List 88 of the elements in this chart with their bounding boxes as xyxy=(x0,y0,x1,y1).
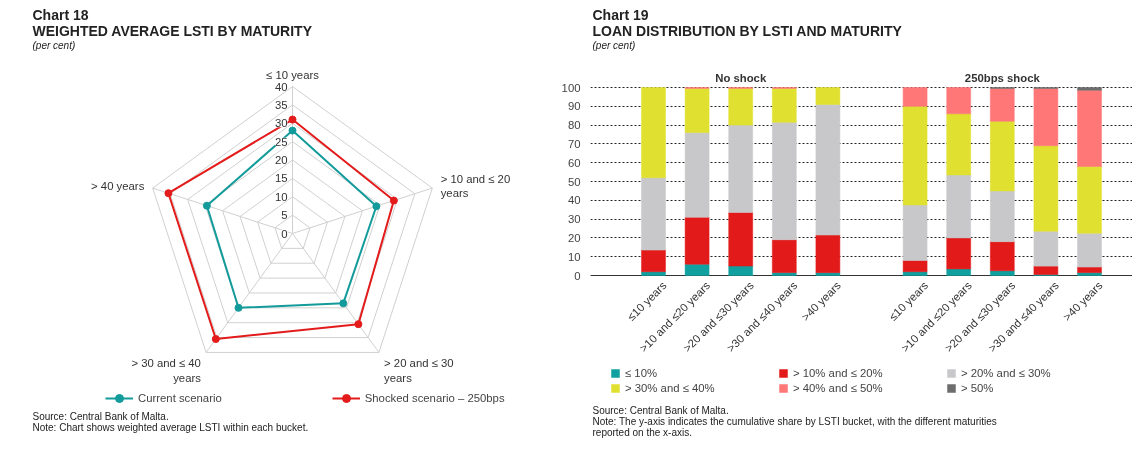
bar xyxy=(902,87,928,107)
y-tick-label: 80 xyxy=(567,119,581,132)
bar xyxy=(990,241,1015,272)
spoke-label: ≤ 10 years xyxy=(266,68,320,81)
y-tick-label: 10 xyxy=(274,190,288,203)
source-note: Source: Central Bank of Malta. xyxy=(592,404,729,416)
y-tick-label: 50 xyxy=(567,175,581,188)
bar xyxy=(1033,145,1059,232)
bar xyxy=(815,104,841,236)
y-tick-label: 0 xyxy=(281,227,288,240)
bar xyxy=(772,239,797,273)
bar xyxy=(990,88,1015,122)
bar xyxy=(1033,231,1059,267)
bar xyxy=(946,87,971,115)
y-tick-label: 15 xyxy=(274,172,288,185)
bar xyxy=(684,263,710,276)
bar xyxy=(684,216,710,265)
y-tick-label: 90 xyxy=(567,100,581,113)
y-tick-label: 70 xyxy=(567,137,581,150)
bar xyxy=(902,260,928,272)
bar xyxy=(1077,90,1102,167)
source-note: Source: Central Bank of Malta. xyxy=(32,410,169,422)
chart-title: Chart 18 xyxy=(32,6,89,23)
spoke-label: > 40 years xyxy=(91,180,145,193)
bar xyxy=(902,106,928,206)
bar xyxy=(728,212,753,267)
text: 250bps shock xyxy=(964,71,1041,84)
bar xyxy=(641,249,666,272)
bar xyxy=(728,88,753,126)
y-tick-label: 35 xyxy=(274,98,288,111)
bar xyxy=(1077,272,1102,276)
legend-label: > 10% and ≤ 20% xyxy=(793,367,884,379)
bar xyxy=(990,190,1015,242)
legend-label: ≤ 10% xyxy=(625,367,659,379)
bar xyxy=(990,270,1015,276)
bar xyxy=(902,271,928,276)
y-tick-label: 0 xyxy=(574,269,581,282)
y-tick-label: 30 xyxy=(274,117,288,130)
bar xyxy=(684,88,710,133)
chart-subtitle: WEIGHTED AVERAGE LSTI BY MATURITY xyxy=(32,22,313,39)
y-tick-label: 30 xyxy=(567,213,581,226)
bar xyxy=(946,174,971,239)
bar xyxy=(1077,166,1102,234)
bar xyxy=(772,122,797,241)
bar xyxy=(946,113,971,176)
bar xyxy=(641,87,666,178)
text: (per cent) xyxy=(32,39,76,51)
legend-label: > 30% and ≤ 40% xyxy=(625,382,716,394)
spoke-label: > 10 and ≤ 20 years xyxy=(440,173,511,200)
y-tick-label: 40 xyxy=(567,194,581,207)
legend-label: > 40% and ≤ 50% xyxy=(793,382,884,394)
bar xyxy=(728,265,753,276)
y-tick-label: 40 xyxy=(274,80,288,93)
y-tick-label: 20 xyxy=(274,154,288,166)
bar xyxy=(772,272,797,276)
bar xyxy=(1077,232,1102,268)
bar xyxy=(815,234,841,273)
bar xyxy=(641,177,666,251)
bar xyxy=(641,271,666,276)
chart-title: Chart 19 xyxy=(592,6,649,23)
y-tick-label: 5 xyxy=(281,209,288,222)
bar xyxy=(902,204,928,261)
legend-label: > 50% xyxy=(961,382,995,394)
y-tick-label: 10 xyxy=(567,250,581,263)
bar xyxy=(684,132,710,218)
spoke-label: > 30 and ≤ 40 years xyxy=(131,357,202,384)
text: Note: Chart shows weighted average LSTI within each bucket. xyxy=(32,421,309,433)
bar xyxy=(1077,87,1102,91)
chart-subtitle: LOAN DISTRIBUTION BY LSTI AND MATURITY xyxy=(592,22,903,39)
legend-label: > 20% and ≤ 30% xyxy=(961,367,1052,379)
bar xyxy=(990,121,1015,192)
y-tick-label: 25 xyxy=(274,135,288,148)
text: Note: The y-axis indicates the cumulative share by LSTI bucket, with the different maturities reported on the x-axis. xyxy=(592,415,997,438)
legend-label: Shocked scenario – 250bps xyxy=(364,392,505,404)
bar xyxy=(772,88,797,123)
bar xyxy=(946,237,971,270)
bar xyxy=(815,272,841,276)
bar xyxy=(1033,88,1059,147)
y-tick-label: 20 xyxy=(567,231,581,244)
spoke-label: > 20 and ≤ 30 years xyxy=(384,357,454,384)
y-axis-title: (per cent) xyxy=(592,39,636,51)
bar xyxy=(728,124,753,213)
legend-label: Current scenario xyxy=(138,392,222,404)
bar xyxy=(1033,265,1059,275)
text: No shock xyxy=(715,71,767,84)
y-tick-label: 100 xyxy=(561,81,581,94)
y-tick-label: 60 xyxy=(567,156,581,169)
bar xyxy=(815,87,841,105)
